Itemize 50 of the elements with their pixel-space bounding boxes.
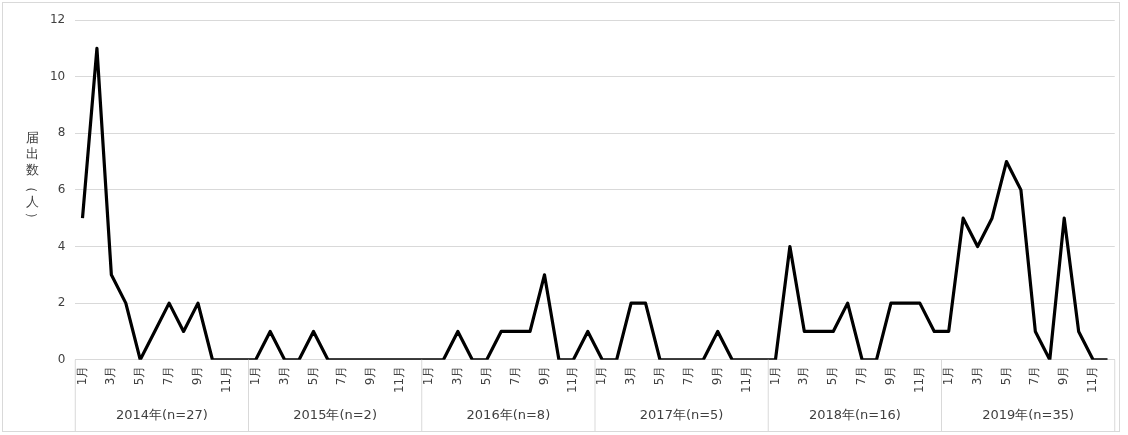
x-tick-label: 7月: [507, 365, 522, 386]
y-tick-label: 6: [57, 181, 66, 196]
text: 2017年(n=5): [639, 407, 724, 423]
x-tick-label: 11月: [218, 365, 233, 394]
y-axis-title: 届出数（人）: [24, 130, 40, 226]
x-tick-label: 11月: [392, 365, 407, 394]
x-tick-label: 7月: [161, 365, 176, 386]
x-tick-label: 1月: [940, 365, 955, 386]
text: 2018年(n=16): [808, 407, 901, 423]
x-tick-label: 11月: [1085, 365, 1100, 394]
text: 2014年(n=27): [115, 407, 208, 423]
y-tick-label: 8: [57, 125, 66, 140]
x-tick-label: 9月: [536, 365, 551, 386]
x-tick-label: 5月: [998, 365, 1013, 386]
x-tick-label: 11月: [911, 365, 926, 394]
x-tick-label: 1月: [74, 365, 89, 386]
x-tick-label: 3月: [623, 365, 638, 386]
y-tick-label: 4: [57, 238, 66, 253]
x-tick-label: 1月: [421, 365, 436, 386]
x-tick-label: 9月: [1056, 365, 1071, 386]
y-tick-label: 10: [49, 68, 66, 83]
x-tick-label: 1月: [247, 365, 262, 386]
y-tick-label: 12: [49, 12, 66, 27]
x-tick-label: 1月: [594, 365, 609, 386]
y-tick-label: 2: [57, 295, 66, 310]
text: 2016年(n=8): [466, 407, 551, 423]
y-tick-label: 0: [57, 351, 66, 366]
x-tick-label: 11月: [565, 365, 580, 394]
x-tick-label: 1月: [767, 365, 782, 386]
x-tick-label: 5月: [825, 365, 840, 386]
x-tick-label: 3月: [969, 365, 984, 386]
x-tick-label: 9月: [883, 365, 898, 386]
x-tick-label: 5月: [132, 365, 147, 386]
x-tick-label: 9月: [709, 365, 724, 386]
x-tick-label: 11月: [738, 365, 753, 394]
x-tick-label: 7月: [680, 365, 695, 386]
x-tick-label: 7月: [1027, 365, 1042, 386]
x-tick-label: 9月: [190, 365, 205, 386]
x-tick-label: 7月: [854, 365, 869, 386]
x-tick-label: 5月: [652, 365, 667, 386]
x-tick-label: 3月: [103, 365, 118, 386]
x-tick-label: 3月: [276, 365, 291, 386]
x-tick-label: 7月: [334, 365, 349, 386]
x-tick-label: 9月: [363, 365, 378, 386]
x-tick-label: 5月: [305, 365, 320, 386]
text: 2015年(n=2): [293, 407, 377, 423]
x-tick-label: 5月: [478, 365, 493, 386]
text: 2019年(n=35): [982, 407, 1075, 423]
x-tick-label: 3月: [449, 365, 464, 386]
x-tick-label: 3月: [796, 365, 811, 386]
